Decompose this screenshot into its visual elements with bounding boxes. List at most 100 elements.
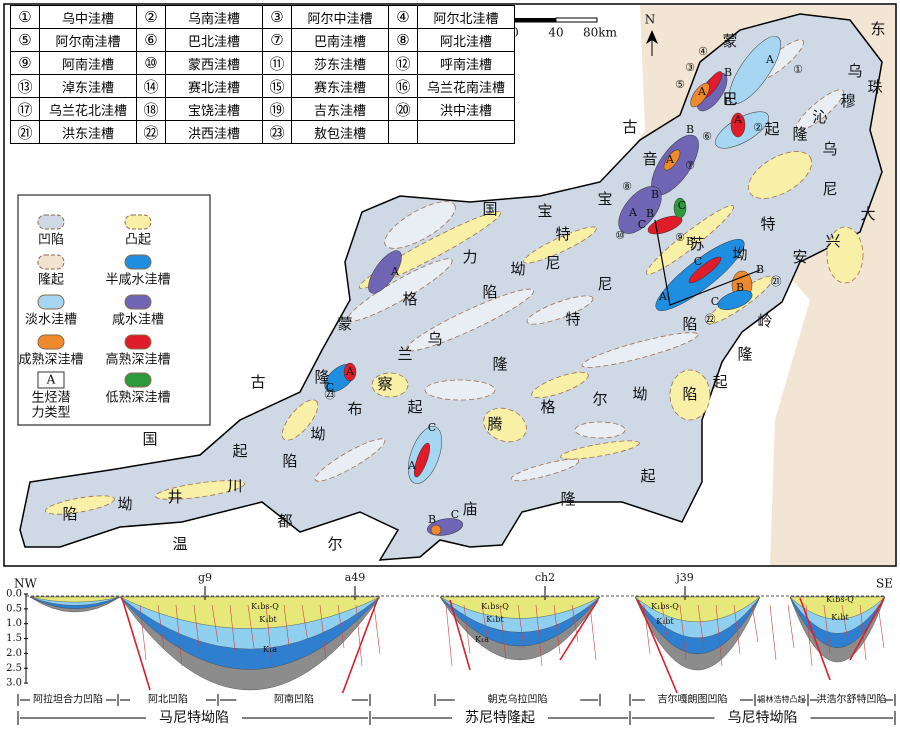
trough-number: ⑦ [262,28,292,52]
trough-number: ㉑ [10,120,40,144]
depth-label: 2.0 [6,648,22,659]
trough-mark: ⑨ [675,231,685,244]
trough-name: 阿南洼槽 [39,51,137,75]
uplift [45,495,115,515]
map-region-char: 乌 [822,140,837,158]
trough-name: 阿尔南洼槽 [39,28,137,52]
map-region-char: 岭 [757,312,772,330]
trough-mark: A [345,365,355,378]
trough-name: 吉东洼槽 [291,97,389,121]
uplift [645,205,735,275]
fault [751,604,759,643]
map-region-char: 坳 [732,245,747,263]
uplift [155,480,245,500]
trough-mark: A [765,53,775,66]
trough-number: ⑳ [388,97,418,121]
fault [679,604,687,661]
zone-label-bg [452,710,548,727]
uplift [281,399,319,441]
zone-label-bg [714,710,811,727]
trough-mark: C [326,381,334,394]
trough-number: ⑮ [262,74,292,98]
map-region-char: 陷 [682,385,697,403]
trough-number [388,120,418,144]
fault [571,604,579,643]
trough-number: ① [10,5,40,29]
trough-name: 洪中洼槽 [417,97,515,121]
fault [643,604,651,655]
legend-label: 凸起 [125,233,151,248]
trough-mark: C [638,218,646,231]
trough-number: ⑭ [136,74,166,98]
trough-mark: C [694,255,702,268]
well-label: g9 [198,571,212,584]
map-region-char: 察 [377,375,392,393]
fault [877,604,885,649]
map-region-char: 古 [250,373,265,391]
map-region-char: 布 [347,400,362,418]
trough [717,290,753,310]
fault [373,604,381,655]
legend-swatch [37,334,65,350]
map-region-char: 东 [870,20,885,38]
map-region-char: 宝 [597,190,612,208]
stratum [439,596,601,619]
trough-mark: B [756,263,764,276]
trough-number: ⑰ [10,97,40,121]
legend-swatch [124,372,152,388]
trough-mark: A [628,206,638,219]
stratum-label: K₁a [475,635,489,644]
fault [733,604,741,655]
trough-mark: ② [753,121,763,134]
legend-label: 力类型 [31,406,70,421]
trough [430,524,442,536]
map-region-char: 陷 [682,315,697,333]
trough-mark: B [724,95,732,108]
fault [715,604,723,667]
unit-label-bg [30,693,106,707]
trough-name: 洪西洼槽 [165,120,263,144]
table-row: ⑰ 乌兰花北洼槽 ⑱ 宝饶洼槽 ⑲ 吉东洼槽 ⑳ 洪中洼槽 [10,97,515,121]
legend-label: 成熟深洼槽 [18,352,83,368]
table-row: ⑬ 淖东洼槽 ⑭ 赛北洼槽 ⑮ 赛东洼槽 ⑯ 乌兰花南洼槽 [10,74,515,98]
trough-mark: B [736,281,744,294]
trough [618,186,662,234]
map-region-char: 起 [407,398,422,416]
legend-swatch [124,334,152,350]
uplift [371,372,409,398]
trough-name: 乌南洼槽 [165,5,263,29]
depression-trend [526,295,594,325]
fault [337,604,345,649]
map-region-char: 国 [142,430,157,448]
trough-name: 赛东洼槽 [291,74,389,98]
trough-mark: ⑥ [702,130,712,143]
trough-number: ⑤ [10,28,40,52]
map-region-char: 庙 [462,500,477,518]
stratum [634,596,761,622]
legend-label: 凹陷 [38,233,64,248]
zone-label-bg [146,710,242,727]
boundary-fault [559,599,599,661]
trough-name: 敖包洼槽 [291,120,389,144]
legend-swatch [124,214,152,230]
trough-mark: B [428,513,436,526]
unit-label-bg [454,693,581,707]
unit-label: 阿南凹陷 [274,693,314,706]
trough-mark: C [451,508,459,521]
section-end: NW [14,577,38,591]
depth-label: 0.0 [6,589,22,600]
trough-number: ⑪ [262,51,292,75]
depth-label: 0.5 [6,603,22,614]
map-region-char: 隆 [314,368,329,386]
depression-trend [581,332,699,368]
stratum-label: K₁bs-Q [826,595,854,604]
trough-number: ⑩ [136,51,166,75]
depth-label: 3.0 [6,678,22,689]
fault [697,604,705,649]
legend-label: 半咸水洼槽 [105,273,170,288]
trough-name: 宝饶洼槽 [165,97,263,121]
map-region-char: 力 [462,248,477,266]
scale-label: 40 [548,26,563,40]
